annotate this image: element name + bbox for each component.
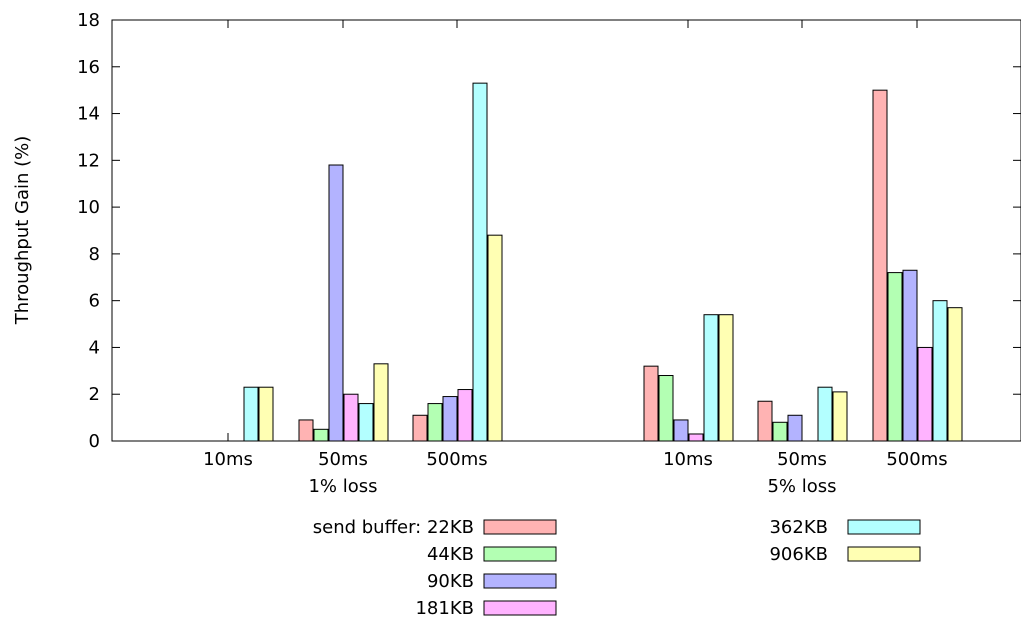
legend-label-90KB: 90KB xyxy=(427,571,474,592)
bar-22KB-1loss-50ms xyxy=(298,419,314,442)
bar-90KB-1loss-50ms xyxy=(328,164,344,442)
bar-44KB-5loss-50ms xyxy=(772,421,788,442)
y-tick-label: 4 xyxy=(89,337,100,358)
legend-label-44KB: 44KB xyxy=(427,544,474,565)
x-tick-label: 50ms xyxy=(318,449,368,470)
legend: send buffer: 22KB 44KB 90KB 181KB 362KB 906KB xyxy=(313,517,921,619)
bar-90KB-5loss-500ms xyxy=(902,269,918,442)
x-tick-label: 10ms xyxy=(203,449,253,470)
bar-90KB-1loss-500ms xyxy=(442,396,458,442)
bar-362KB-1loss-500ms xyxy=(472,82,488,442)
bar-906KB-1loss-50ms xyxy=(373,363,389,442)
bar-181KB-1loss-500ms xyxy=(457,389,473,442)
plot-frame xyxy=(111,19,1021,442)
group-label: 5% loss xyxy=(767,476,836,497)
bar-44KB-5loss-10ms xyxy=(658,375,674,442)
bar-44KB-1loss-50ms xyxy=(313,428,329,442)
legend-swatch-22KB xyxy=(483,519,557,535)
bar-181KB-1loss-50ms xyxy=(343,393,359,442)
y-tick-label: 2 xyxy=(89,384,100,405)
x-tick-label: 10ms xyxy=(663,449,713,470)
bar-362KB-5loss-500ms xyxy=(932,300,948,442)
bar-90KB-5loss-50ms xyxy=(787,414,803,442)
y-tick-label: 14 xyxy=(77,104,100,125)
legend-swatch-906KB xyxy=(847,546,921,562)
bar-181KB-5loss-10ms xyxy=(688,433,704,442)
bar-906KB-5loss-500ms xyxy=(947,307,963,442)
y-axis-label: Throughput Gain (%) xyxy=(12,136,33,326)
bar-44KB-5loss-500ms xyxy=(887,272,903,442)
legend-swatch-181KB xyxy=(483,600,557,616)
bar-906KB-1loss-500ms xyxy=(487,234,503,442)
bar-362KB-1loss-50ms xyxy=(358,403,374,442)
legend-label-362KB: 362KB xyxy=(769,517,828,538)
legend-swatch-90KB xyxy=(483,573,557,589)
bar-362KB-5loss-10ms xyxy=(703,314,719,442)
y-tick-label: 0 xyxy=(89,431,100,452)
legend-swatch-362KB xyxy=(847,519,921,535)
bar-181KB-5loss-500ms xyxy=(917,346,933,442)
y-tick-label: 8 xyxy=(89,244,100,265)
bar-906KB-1loss-10ms xyxy=(258,386,274,442)
legend-label-906KB: 906KB xyxy=(769,544,828,565)
x-tick-label: 500ms xyxy=(886,449,947,470)
legend-label-22KB: send buffer: 22KB xyxy=(313,517,474,538)
bar-22KB-5loss-500ms xyxy=(872,89,888,442)
y-tick-label: 6 xyxy=(89,291,100,312)
legend-swatch-44KB xyxy=(483,546,557,562)
x-tick-label: 50ms xyxy=(777,449,827,470)
legend-label-181KB: 181KB xyxy=(415,598,474,619)
bar-22KB-5loss-10ms xyxy=(643,365,659,442)
bar-906KB-5loss-10ms xyxy=(718,314,734,442)
bar-44KB-1loss-500ms xyxy=(427,403,443,442)
bar-906KB-5loss-50ms xyxy=(832,391,848,442)
bar-22KB-1loss-500ms xyxy=(412,414,428,442)
y-tick-label: 10 xyxy=(77,197,100,218)
y-tick-label: 18 xyxy=(77,10,100,31)
bar-362KB-1loss-10ms xyxy=(243,386,259,442)
bar-22KB-5loss-50ms xyxy=(757,400,773,442)
group-label: 1% loss xyxy=(308,476,377,497)
y-tick-label: 12 xyxy=(77,150,100,171)
bar-90KB-5loss-10ms xyxy=(673,419,689,442)
axes-layer: 0 2 4 6 8 10 12 14 16 18 10ms 50ms 500ms 1% loss 10ms 5… xyxy=(77,10,1021,497)
y-tick-label: 16 xyxy=(77,57,100,78)
x-tick-label: 500ms xyxy=(426,449,487,470)
bar-362KB-5loss-50ms xyxy=(817,386,833,442)
bars-layer xyxy=(243,82,963,442)
